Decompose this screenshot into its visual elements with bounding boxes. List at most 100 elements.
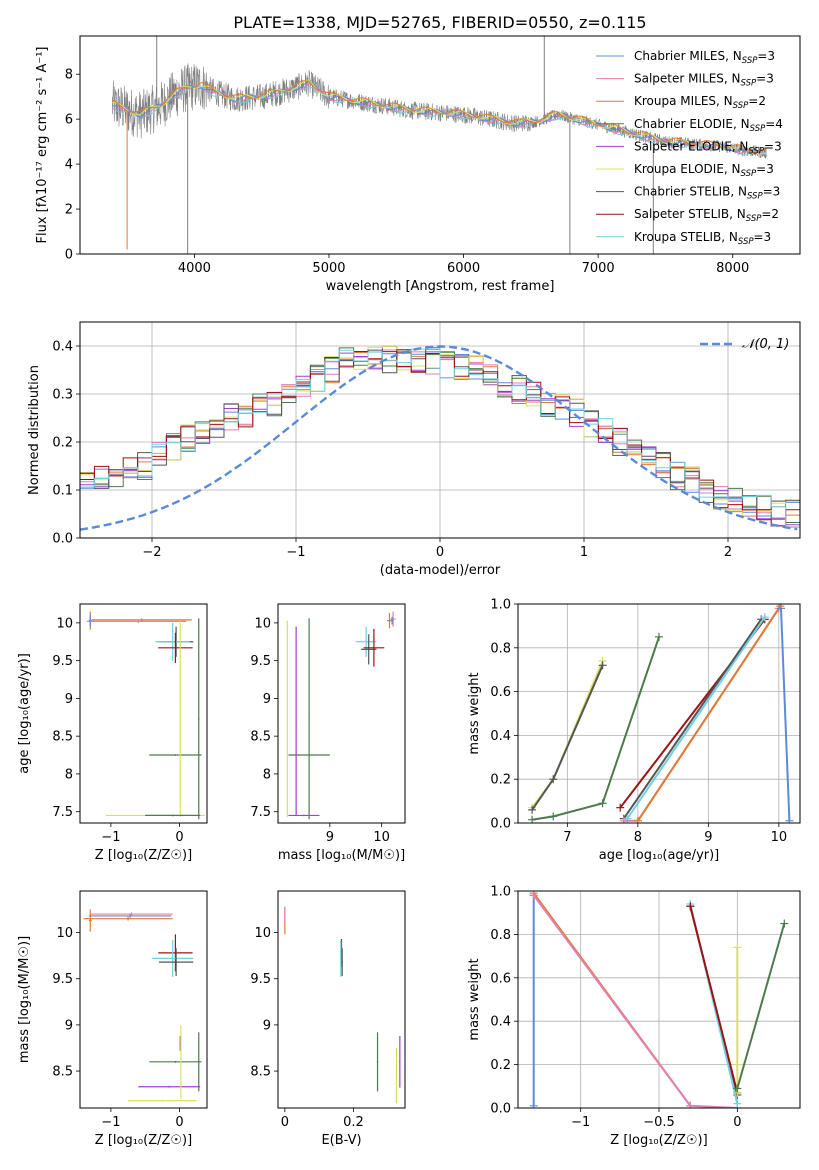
y-tick-label: 4 (65, 158, 73, 173)
histogram-ChabrierSTELIB (80, 348, 800, 520)
y-tick-label: 0 (65, 248, 73, 263)
y-tick-label: 9 (65, 692, 73, 707)
axes-frame (277, 890, 406, 1109)
weight-line-ChabrierMILES (780, 608, 791, 821)
y-tick-label: 0.0 (490, 817, 511, 832)
y-tick-label: 0.4 (490, 1015, 511, 1030)
y-tick-label: 10 (56, 616, 73, 631)
axes-frame (79, 890, 208, 1109)
histogram-ChabrierELODIE (80, 347, 800, 523)
x-tick-label: 2 (724, 545, 732, 560)
model-line-ChabrierMILES (112, 80, 767, 156)
legend-entry-normal: 𝒩(0, 1) (742, 337, 789, 352)
figure-title: PLATE=1338, MJD=52765, FIBERID=0550, z=0… (233, 13, 646, 32)
y-tick-label: 9.5 (52, 654, 73, 669)
y-tick-label: 0.8 (490, 928, 511, 943)
panel-weight-vs-age: 7 8 9 10 0.0 0.2 0.4 0.6 0.8 1.0 age [log₁₀(age/yr… (467, 598, 801, 863)
axes-frame (517, 890, 801, 1109)
y-tick-label: 8 (263, 767, 271, 782)
axes-frame (79, 603, 208, 824)
panel-spectrum: 4000 5000 6000 7000 8000 0 2 4 6 8 wavelength [Ang… (35, 35, 801, 294)
x-tick-label: 8000 (716, 261, 749, 276)
y-axis-label: age [log₁₀(age/yr)] (17, 653, 32, 774)
legend-entry-ChabrierELODIE: Chabrier ELODIE, NSSP=4 (634, 117, 783, 134)
y-tick-label: 0.8 (490, 641, 511, 656)
axes-frame (277, 603, 406, 824)
plot-area-weight-vs-age (528, 604, 794, 823)
model-line-KroupaELODIE (112, 79, 767, 155)
y-tick-label: 0.4 (490, 729, 511, 744)
legend-entry-KroupaMILES: Kroupa MILES, NSSP=2 (634, 94, 766, 111)
y-tick-label: 9.5 (250, 972, 271, 987)
axes-frame (79, 35, 801, 255)
y-axis-label: Flux [fλ10⁻¹⁷ erg cm⁻² s⁻¹ A⁻¹] (35, 47, 50, 244)
x-tick-label: −1 (101, 1115, 120, 1130)
y-tick-label: 0.2 (490, 1058, 511, 1073)
legend-entry-SalpeterSTELIB: Salpeter STELIB, NSSP=2 (634, 207, 779, 224)
y-tick-label: 8.5 (52, 1065, 73, 1080)
x-tick-label: 8 (634, 830, 642, 845)
plot-area-age-vs-mass (286, 611, 396, 820)
y-axis-label: mass weight (467, 672, 482, 754)
y-tick-label: 0.4 (52, 340, 73, 355)
y-tick-label: 0.2 (490, 773, 511, 788)
observed-spectrum (112, 63, 767, 159)
x-tick-label: 6000 (447, 261, 480, 276)
y-tick-label: 8.5 (52, 730, 73, 745)
histogram-KroupaMILES (80, 347, 800, 523)
panel-age-vs-mass: 9 10 7.5 8 8.5 9 9.5 10 mass [log₁₀(M/M☉)] (250, 603, 406, 863)
y-tick-label: 9.5 (250, 654, 271, 669)
x-tick-label: 7000 (582, 261, 615, 276)
weight-line-ChabrierSTELIB (622, 618, 763, 820)
y-tick-label: 9 (263, 1018, 271, 1033)
x-tick-label: 9 (326, 830, 334, 845)
y-tick-label: 10 (254, 926, 271, 941)
y-tick-label: 7.5 (250, 805, 271, 820)
x-axis-label: Z [log₁₀(Z/Z☉)] (610, 1133, 707, 1148)
x-axis-label: Z [log₁₀(Z/Z☉)] (95, 1133, 192, 1148)
x-tick-label: −1 (101, 830, 120, 845)
weight-line-KroupaSTELIB (626, 616, 766, 820)
weight-line-ChabrierELODIE (736, 923, 786, 1089)
weight-line-SalpeterMILES (532, 894, 738, 1108)
x-axis-label: mass [log₁₀(M/M☉)] (278, 848, 405, 863)
axes-frame (517, 603, 801, 824)
legend-entry-SalpeterMILES: Salpeter MILES, NSSP=3 (634, 72, 774, 89)
plot-area-mass-vs-EBV (284, 906, 401, 1104)
y-tick-label: 0.1 (52, 484, 73, 499)
weight-line-SalpeterSTELIB (689, 905, 739, 1094)
y-axis-label: mass weight (467, 958, 482, 1040)
normal-curve (80, 345, 798, 531)
y-tick-label: 9.5 (52, 972, 73, 987)
y-tick-label: 0.2 (52, 436, 73, 451)
x-tick-label: 5000 (312, 261, 345, 276)
y-tick-label: 0.6 (490, 971, 511, 986)
y-tick-label: 10 (254, 616, 271, 631)
x-tick-label: 0 (733, 1115, 741, 1130)
weight-line-ChabrierELODIE (531, 636, 660, 821)
y-axis-label: mass [log₁₀(M/M☉)] (17, 936, 32, 1063)
histogram-KroupaELODIE (80, 346, 800, 520)
y-axis-label: Normed distribution (27, 365, 42, 495)
x-axis-label: Z [log₁₀(Z/Z☉)] (95, 848, 192, 863)
x-tick-label: 1 (580, 545, 588, 560)
x-tick-label: 9 (704, 830, 712, 845)
x-tick-label: 4000 (178, 261, 211, 276)
y-tick-label: 7.5 (52, 805, 73, 820)
y-tick-label: 8 (65, 68, 73, 83)
panel-mass-vs-Z: −1 0 8.5 9 9.5 10 Z [log₁₀(Z/Z☉)] mass [log₁₀(M… (17, 890, 208, 1148)
legend-entry-ChabrierSTELIB: Chabrier STELIB, NSSP=3 (634, 185, 780, 202)
histogram-ChabrierMILES (80, 352, 800, 531)
y-tick-label: 9 (65, 1018, 73, 1033)
x-axis-label: wavelength [Angstrom, rest frame] (326, 279, 555, 294)
x-tick-label: 0 (175, 830, 183, 845)
model-line-KroupaMILES (112, 80, 767, 154)
histogram-KroupaSTELIB (80, 348, 800, 528)
panel-weight-vs-Z: −1 −0.5 0 0.0 0.2 0.4 0.6 0.8 1.0 Z [log₁₀(Z/Z☉)]… (467, 885, 801, 1148)
plot-area-weight-vs-Z (529, 891, 789, 1108)
x-axis-label: age [log₁₀(age/yr)] (599, 848, 720, 863)
legend-entry-KroupaELODIE: Kroupa ELODIE, NSSP=3 (634, 162, 774, 179)
y-tick-label: 9 (263, 692, 271, 707)
y-tick-label: 10 (56, 926, 73, 941)
